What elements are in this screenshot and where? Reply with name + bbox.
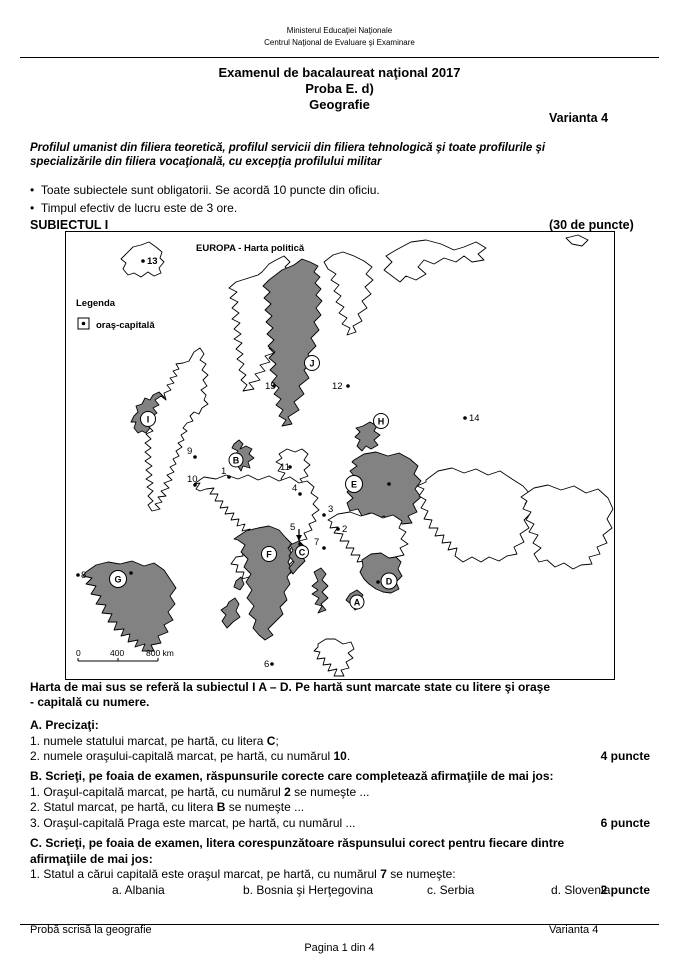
svg-text:H: H [378, 417, 385, 427]
svg-text:C: C [299, 548, 306, 558]
svg-text:4: 4 [292, 483, 297, 494]
svg-text:14: 14 [469, 413, 480, 424]
svg-text:12: 12 [332, 381, 343, 392]
svg-text:10: 10 [187, 474, 198, 485]
svg-text:15: 15 [265, 381, 276, 392]
svg-text:11: 11 [280, 462, 290, 473]
svg-text:G: G [114, 575, 121, 585]
svg-text:5: 5 [290, 522, 295, 533]
svg-text:13: 13 [147, 256, 158, 267]
svg-text:2: 2 [342, 524, 347, 535]
svg-text:B: B [233, 456, 240, 466]
svg-text:oraş-capitală: oraş-capitală [96, 320, 155, 331]
svg-text:7: 7 [314, 537, 319, 548]
svg-text:E: E [351, 480, 357, 490]
svg-text:400: 400 [110, 648, 124, 658]
svg-text:800 km: 800 km [146, 648, 174, 658]
svg-text:I: I [147, 415, 150, 425]
svg-text:Legenda: Legenda [76, 298, 116, 309]
svg-text:0: 0 [76, 648, 81, 658]
svg-text:F: F [266, 550, 272, 560]
svg-text:EUROPA - Harta politică: EUROPA - Harta politică [196, 243, 305, 254]
svg-text:6: 6 [264, 659, 269, 670]
svg-text:9: 9 [187, 446, 192, 457]
svg-text:A: A [354, 598, 361, 608]
svg-text:8: 8 [81, 570, 86, 581]
svg-text:J: J [309, 359, 314, 369]
svg-text:1: 1 [221, 466, 226, 477]
svg-text:3: 3 [328, 504, 333, 515]
svg-text:D: D [386, 577, 393, 587]
